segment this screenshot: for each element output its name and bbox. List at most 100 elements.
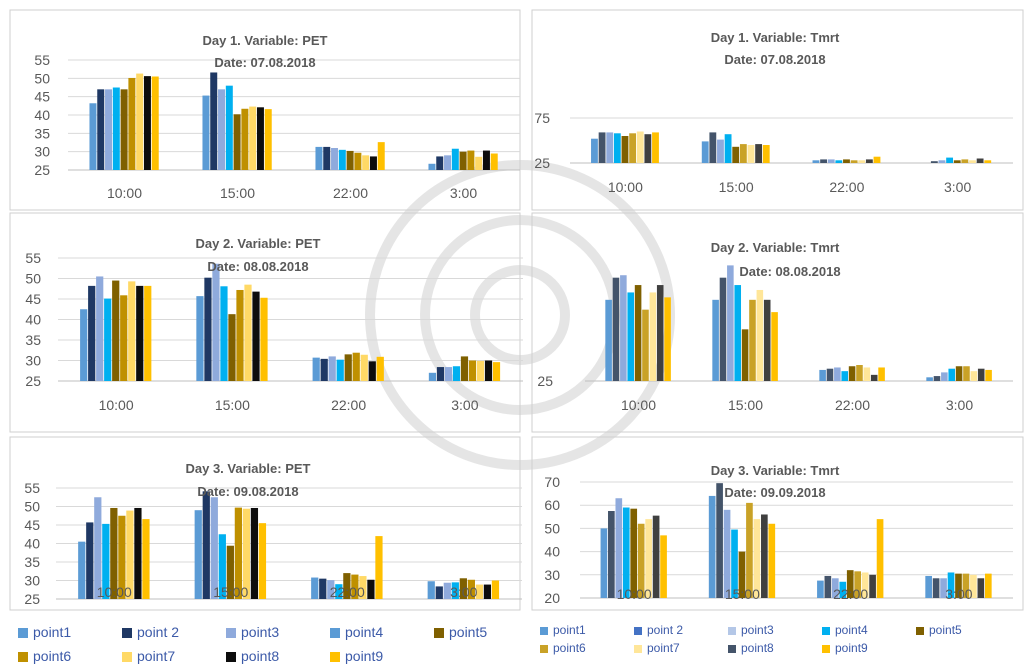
y-tick-label: 35 (34, 125, 50, 141)
bar-point6-10:00 (637, 523, 645, 598)
panel-border (9, 436, 521, 611)
x-category-label: 15:00 (220, 185, 255, 201)
bar-point5-15:00 (226, 545, 234, 599)
bar-point7-15:00 (747, 145, 755, 163)
bar-point8-15:00 (250, 507, 259, 599)
bar-point9-22:00 (878, 367, 885, 381)
bar-point2-10:00 (86, 522, 94, 599)
bar-point3-22:00 (831, 578, 839, 598)
bar-point3-15:00 (727, 265, 734, 381)
legend-label: point7 (137, 648, 175, 664)
bar-point5-10:00 (621, 136, 629, 163)
legend-swatch (434, 628, 444, 638)
legend-label: point6 (33, 648, 71, 664)
bar-point5-22:00 (344, 354, 352, 381)
chart-date: Date: 09.09.2018 (724, 485, 825, 500)
bar-point3-22:00 (331, 148, 339, 170)
bar-point9-22:00 (375, 536, 383, 599)
bar-point1-22:00 (311, 577, 319, 599)
bar-point8-22:00 (369, 156, 377, 170)
bar-point5-3:00 (955, 366, 963, 381)
bar-point9-3:00 (490, 153, 498, 170)
y-tick-label: 30 (24, 573, 40, 589)
y-tick-label: 75 (534, 110, 550, 126)
bar-point9-3:00 (985, 369, 992, 381)
bar-point5-15:00 (732, 146, 740, 163)
bar-point7-3:00 (475, 584, 484, 599)
bar-point4-3:00 (948, 368, 956, 381)
bar-point6-3:00 (962, 573, 970, 598)
bar-point1-3:00 (925, 575, 932, 598)
bar-point5-15:00 (741, 329, 749, 381)
bar-point4-10:00 (627, 292, 635, 381)
bar-point8-10:00 (656, 285, 664, 381)
chart-title-variable: Variable: PET (234, 236, 321, 251)
bar-point4-10:00 (622, 507, 630, 598)
bar-point9-3:00 (984, 160, 992, 163)
bar-point3-3:00 (941, 372, 948, 381)
chart-date: Date: 08.08.2018 (739, 264, 840, 279)
bar-point9-10:00 (144, 285, 152, 381)
bar-point2-22:00 (820, 159, 827, 163)
bar-point1-3:00 (428, 163, 436, 170)
bar-point4-22:00 (338, 149, 346, 170)
panel-border (531, 212, 1024, 433)
x-category-label: 22:00 (833, 586, 868, 602)
bar-point4-15:00 (724, 134, 732, 163)
bar-point9-15:00 (258, 523, 267, 599)
bar-point8-15:00 (256, 107, 264, 170)
bar-point4-3:00 (451, 148, 459, 170)
bar-point4-10:00 (112, 87, 120, 170)
legend-swatch (634, 645, 642, 653)
bar-point7-22:00 (858, 160, 866, 163)
bar-point6-10:00 (128, 77, 136, 170)
bar-point8-10:00 (652, 515, 660, 598)
bar-point5-3:00 (955, 573, 962, 598)
bar-point8-15:00 (763, 299, 771, 381)
bar-point5-10:00 (110, 507, 118, 599)
bar-point7-10:00 (126, 510, 134, 599)
legend-swatch (122, 628, 132, 638)
legend-label: point8 (741, 641, 774, 655)
bar-point9-3:00 (491, 580, 500, 599)
x-category-label: 10:00 (608, 179, 643, 195)
bar-point4-15:00 (220, 286, 228, 381)
bar-point5-15:00 (233, 114, 241, 170)
legend-label: point 2 (647, 623, 683, 637)
y-tick-label: 25 (34, 162, 50, 178)
y-tick-label: 35 (25, 332, 41, 348)
x-category-label: 15:00 (728, 397, 763, 413)
bar-point6-3:00 (467, 579, 475, 599)
legend-swatch (822, 645, 830, 653)
bar-point2-15:00 (202, 491, 210, 599)
bar-point9-15:00 (762, 145, 770, 163)
bar-point1-22:00 (315, 146, 323, 170)
legend-label: point6 (553, 641, 586, 655)
legend-swatch (634, 627, 642, 635)
bar-point5-10:00 (630, 508, 638, 598)
bar-point9-22:00 (876, 519, 884, 598)
bar-point3-22:00 (834, 367, 841, 381)
bar-point7-10:00 (636, 131, 644, 163)
chart-panel-5: 25 30 35 40 45 50 55 10:00 15:00 22:00 3:00 Day 3. … (9, 436, 522, 611)
chart-date: Date: 08.08.2018 (207, 259, 308, 274)
bar-point6-3:00 (468, 360, 477, 381)
bar-point6-15:00 (241, 108, 249, 170)
chart-panel-3: 25 30 35 40 45 50 55 10:00 15:00 22:00 3:00 Day 2. … (9, 212, 523, 433)
x-category-label: 22:00 (829, 179, 864, 195)
legend-label: point 2 (137, 624, 179, 640)
y-tick-label: 50 (25, 271, 41, 287)
bar-point8-22:00 (368, 361, 376, 381)
y-tick-label: 30 (25, 353, 41, 369)
legend-right: point1 point 2 point3 point4 point5 point6 poi… (540, 623, 962, 655)
bar-point5-22:00 (846, 570, 854, 598)
bar-point7-15:00 (753, 519, 761, 598)
bar-point6-10:00 (642, 309, 649, 381)
bar-point4-15:00 (225, 85, 233, 170)
y-tick-label: 30 (544, 567, 560, 583)
bar-point8-3:00 (484, 360, 493, 381)
bar-point8-10:00 (644, 134, 652, 163)
legend-swatch (226, 652, 236, 662)
bar-point8-3:00 (977, 368, 985, 381)
